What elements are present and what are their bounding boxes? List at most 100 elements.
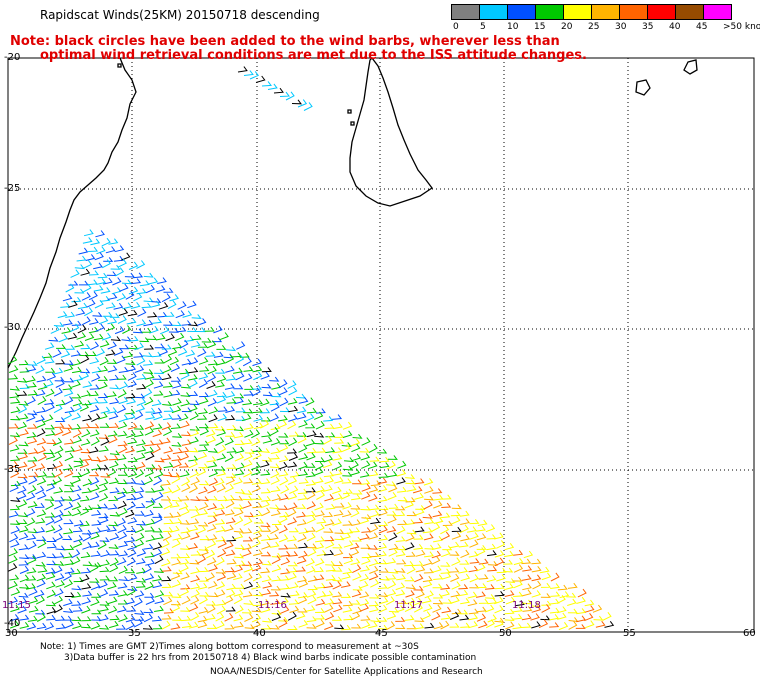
wind-barb (73, 457, 84, 463)
wind-barb (180, 371, 190, 380)
wind-barb (177, 301, 187, 310)
wind-barb (62, 294, 73, 302)
wind-barb (595, 620, 606, 628)
wind-barb (261, 81, 272, 87)
wind-barb (152, 502, 163, 508)
wind-barb (269, 541, 280, 548)
wind-barb (234, 583, 245, 589)
wind-barb (271, 555, 281, 565)
wind-barb (178, 347, 188, 356)
wind-barb (324, 536, 335, 542)
wind-barb (81, 292, 91, 301)
wind-barb (260, 371, 270, 380)
wind-barb (244, 385, 255, 390)
wind-barb (189, 484, 198, 493)
wind-barb (54, 509, 64, 518)
wind-barb (440, 531, 451, 541)
wind-barb (54, 422, 65, 428)
wind-barb (189, 505, 200, 511)
wind-barb (295, 393, 307, 399)
wind-barb (314, 542, 325, 550)
wind-barb (171, 600, 182, 606)
wind-barb (144, 526, 155, 532)
wind-barb (341, 442, 352, 448)
wind-barb (98, 381, 108, 390)
legend-swatch (564, 4, 592, 20)
wind-barb (423, 533, 434, 541)
wind-barb (298, 527, 309, 534)
wind-barb (424, 486, 434, 494)
wind-barb (332, 591, 343, 598)
wind-barb (377, 485, 388, 493)
wind-barb (114, 347, 124, 356)
wind-barb (208, 414, 218, 423)
wind-barb (478, 558, 489, 565)
wind-barb (306, 616, 317, 623)
wind-barb (108, 455, 119, 461)
wind-barb (89, 577, 100, 583)
wind-barb (71, 568, 82, 575)
wind-barb (388, 607, 399, 613)
wind-barb (459, 559, 470, 565)
wind-barb (170, 472, 181, 478)
wind-barb (307, 585, 318, 591)
wind-barb (288, 386, 298, 396)
wind-barb (130, 302, 141, 309)
wind-barb (108, 412, 119, 420)
wind-barb (224, 541, 234, 550)
wind-barb (232, 573, 243, 581)
wind-barb (89, 357, 100, 365)
wind-barb (98, 503, 109, 509)
wind-barb (163, 596, 173, 606)
wind-barb (270, 469, 280, 479)
wind-barb (154, 369, 165, 375)
wind-barb (10, 504, 21, 511)
wind-barb (213, 325, 223, 334)
wind-barb (17, 491, 27, 500)
wind-barb (9, 620, 20, 629)
wind-barb (252, 384, 262, 390)
wind-barb (198, 546, 209, 551)
wind-barb (270, 598, 281, 605)
wind-barb (119, 344, 130, 350)
wind-barb (254, 518, 264, 524)
wind-barb (114, 326, 125, 335)
wind-barb (172, 460, 182, 469)
wind-barb (207, 524, 217, 532)
wind-barb (279, 476, 289, 486)
wind-barb (368, 470, 379, 477)
wind-barb (89, 398, 100, 405)
wind-barb (315, 510, 325, 517)
wind-barb (171, 414, 182, 420)
wind-barb (540, 615, 551, 621)
wind-barb (278, 432, 289, 438)
wind-barb (361, 553, 372, 559)
wind-barb (198, 496, 210, 502)
wind-barb (36, 579, 46, 588)
wind-barb (207, 557, 217, 566)
wind-barb (361, 460, 371, 469)
wind-barb (37, 539, 47, 549)
wind-barb (136, 319, 147, 327)
wind-barb (502, 559, 513, 565)
wind-barb (127, 517, 138, 524)
wind-barb (55, 417, 66, 422)
wind-barb (181, 439, 192, 446)
wind-barb (343, 457, 354, 463)
wind-barb (468, 608, 479, 615)
wind-barb (422, 575, 433, 583)
contamination-note: Note: black circles have been added to t… (10, 35, 587, 63)
wind-barb (278, 544, 289, 550)
wind-barb (17, 519, 28, 525)
wind-barb (118, 396, 129, 405)
wind-barb (216, 395, 227, 404)
wind-barb (260, 605, 271, 613)
wind-barb (585, 620, 595, 629)
wind-barb (307, 575, 318, 583)
wind-barb (305, 480, 316, 486)
wind-barb (243, 573, 253, 583)
wind-barb (243, 459, 253, 468)
wind-barb (324, 423, 335, 429)
wind-barb (81, 390, 91, 398)
wind-barb (133, 618, 143, 628)
